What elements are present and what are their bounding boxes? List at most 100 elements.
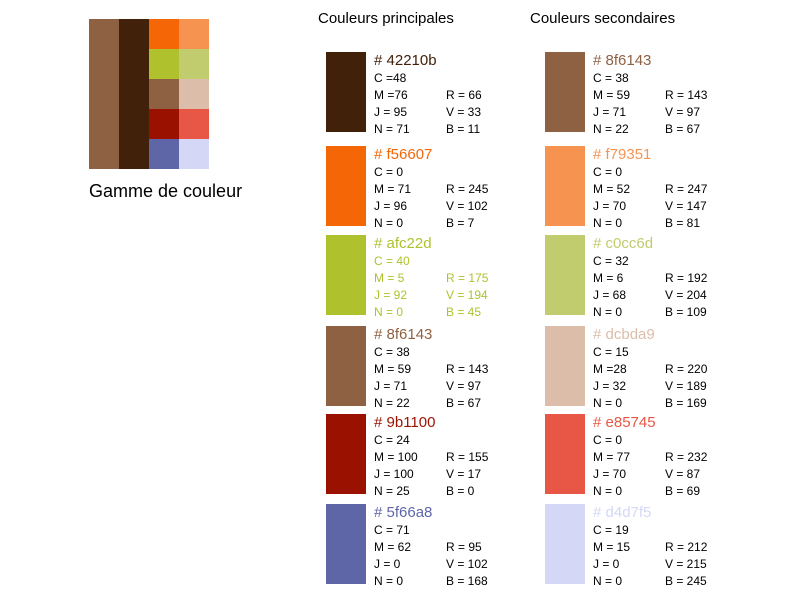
magenta-value: M = 62 [374, 540, 412, 554]
red-value: R = 143 [446, 362, 489, 376]
palette-cell [149, 109, 179, 139]
cyan-value: C = 24 [374, 433, 410, 447]
palette-column-2 [119, 19, 149, 169]
color-swatch [326, 326, 366, 406]
green-value: V = 147 [665, 199, 707, 213]
magenta-value: M = 5 [374, 271, 405, 285]
magenta-value: M =28 [593, 362, 627, 376]
green-value: V = 87 [665, 467, 701, 481]
yellow-value: J = 70 [593, 467, 627, 481]
color-palette [89, 19, 209, 169]
red-value: R = 95 [446, 540, 482, 554]
color-swatch [545, 146, 585, 226]
yellow-value: J = 92 [374, 288, 408, 302]
palette-cell [149, 19, 179, 49]
cyan-value: C = 40 [374, 254, 410, 268]
color-swatch [545, 235, 585, 315]
blue-value: B = 109 [665, 305, 707, 319]
blue-value: B = 7 [446, 216, 475, 230]
blue-value: B = 67 [446, 396, 482, 410]
cyan-value: C = 71 [374, 523, 410, 537]
black-value: N = 22 [374, 396, 410, 410]
hex-code: # 42210b [374, 52, 437, 69]
magenta-value: M = 77 [593, 450, 631, 464]
black-value: N = 0 [593, 574, 623, 588]
color-swatch [545, 504, 585, 584]
cyan-value: C =48 [374, 71, 407, 85]
yellow-value: J = 32 [593, 379, 627, 393]
palette-cell [149, 139, 179, 169]
green-value: V = 97 [665, 105, 701, 119]
color-swatch-row: # dcbda9 C = 15 M =28 J = 32 N = 0 R = 220 V =… [545, 326, 745, 410]
yellow-value: J = 100 [374, 467, 414, 481]
color-swatch-row: # e85745 C = 0 M = 77 J = 70 N = 0 R = 232 V =… [545, 414, 745, 498]
magenta-value: M = 52 [593, 182, 631, 196]
red-value: R = 220 [665, 362, 708, 376]
yellow-value: J = 68 [593, 288, 627, 302]
green-value: V = 189 [665, 379, 707, 393]
yellow-value: J = 71 [593, 105, 627, 119]
color-swatch [326, 414, 366, 494]
red-value: R = 212 [665, 540, 708, 554]
black-value: N = 0 [593, 484, 623, 498]
palette-cell [179, 49, 209, 79]
red-value: R = 247 [665, 182, 708, 196]
green-value: V = 17 [446, 467, 482, 481]
palette-cell [179, 79, 209, 109]
cyan-value: C = 0 [593, 165, 623, 179]
cyan-value: C = 32 [593, 254, 629, 268]
green-value: V = 204 [665, 288, 707, 302]
blue-value: B = 67 [665, 122, 701, 136]
magenta-value: M = 59 [593, 88, 631, 102]
green-value: V = 33 [446, 105, 482, 119]
yellow-value: J = 0 [593, 557, 620, 571]
yellow-value: J = 95 [374, 105, 408, 119]
hex-code: # 9b1100 [374, 414, 436, 431]
blue-value: B = 169 [665, 396, 707, 410]
magenta-value: M = 15 [593, 540, 631, 554]
hex-code: # d4d7f5 [593, 504, 652, 521]
green-value: V = 102 [446, 557, 488, 571]
cyan-value: C = 38 [374, 345, 410, 359]
color-swatch-row: # 42210b C =48 M =76 J = 95 N = 71 R = 66 V = … [326, 52, 526, 136]
black-value: N = 0 [374, 574, 404, 588]
hex-code: # f79351 [593, 146, 652, 163]
color-swatch-row: # c0cc6d C = 32 M = 6 J = 68 N = 0 R = 192 V =… [545, 235, 745, 319]
cyan-value: C = 0 [593, 433, 623, 447]
color-swatch [326, 52, 366, 132]
green-value: V = 194 [446, 288, 488, 302]
cyan-value: C = 15 [593, 345, 629, 359]
palette-cell [149, 49, 179, 79]
black-value: N = 0 [374, 305, 404, 319]
green-value: V = 215 [665, 557, 707, 571]
yellow-value: J = 96 [374, 199, 408, 213]
black-value: N = 0 [593, 396, 623, 410]
yellow-value: J = 71 [374, 379, 408, 393]
magenta-value: M = 6 [593, 271, 624, 285]
color-swatch [326, 235, 366, 315]
color-swatch [326, 504, 366, 584]
color-swatch-row: # f56607 C = 0 M = 71 J = 96 N = 0 R = 245 V =… [326, 146, 526, 230]
color-swatch-row: # 9b1100 C = 24 M = 100 J = 100 N = 25 R = 15… [326, 414, 526, 498]
cyan-value: C = 19 [593, 523, 629, 537]
yellow-value: J = 70 [593, 199, 627, 213]
green-value: V = 97 [446, 379, 482, 393]
magenta-value: M =76 [374, 88, 408, 102]
cyan-value: C = 0 [374, 165, 404, 179]
black-value: N = 71 [374, 122, 410, 136]
red-value: R = 155 [446, 450, 489, 464]
magenta-value: M = 100 [374, 450, 418, 464]
black-value: N = 0 [374, 216, 404, 230]
green-value: V = 102 [446, 199, 488, 213]
magenta-value: M = 59 [374, 362, 412, 376]
palette-cell [179, 19, 209, 49]
color-swatch [545, 52, 585, 132]
hex-code: # afc22d [374, 235, 432, 252]
black-value: N = 0 [593, 305, 623, 319]
hex-code: # 5f66a8 [374, 504, 433, 521]
black-value: N = 0 [593, 216, 623, 230]
blue-value: B = 0 [446, 484, 475, 498]
color-swatch-row: # 8f6143 C = 38 M = 59 J = 71 N = 22 R = 143 V… [545, 52, 745, 136]
palette-column-1 [89, 19, 119, 169]
yellow-value: J = 0 [374, 557, 401, 571]
